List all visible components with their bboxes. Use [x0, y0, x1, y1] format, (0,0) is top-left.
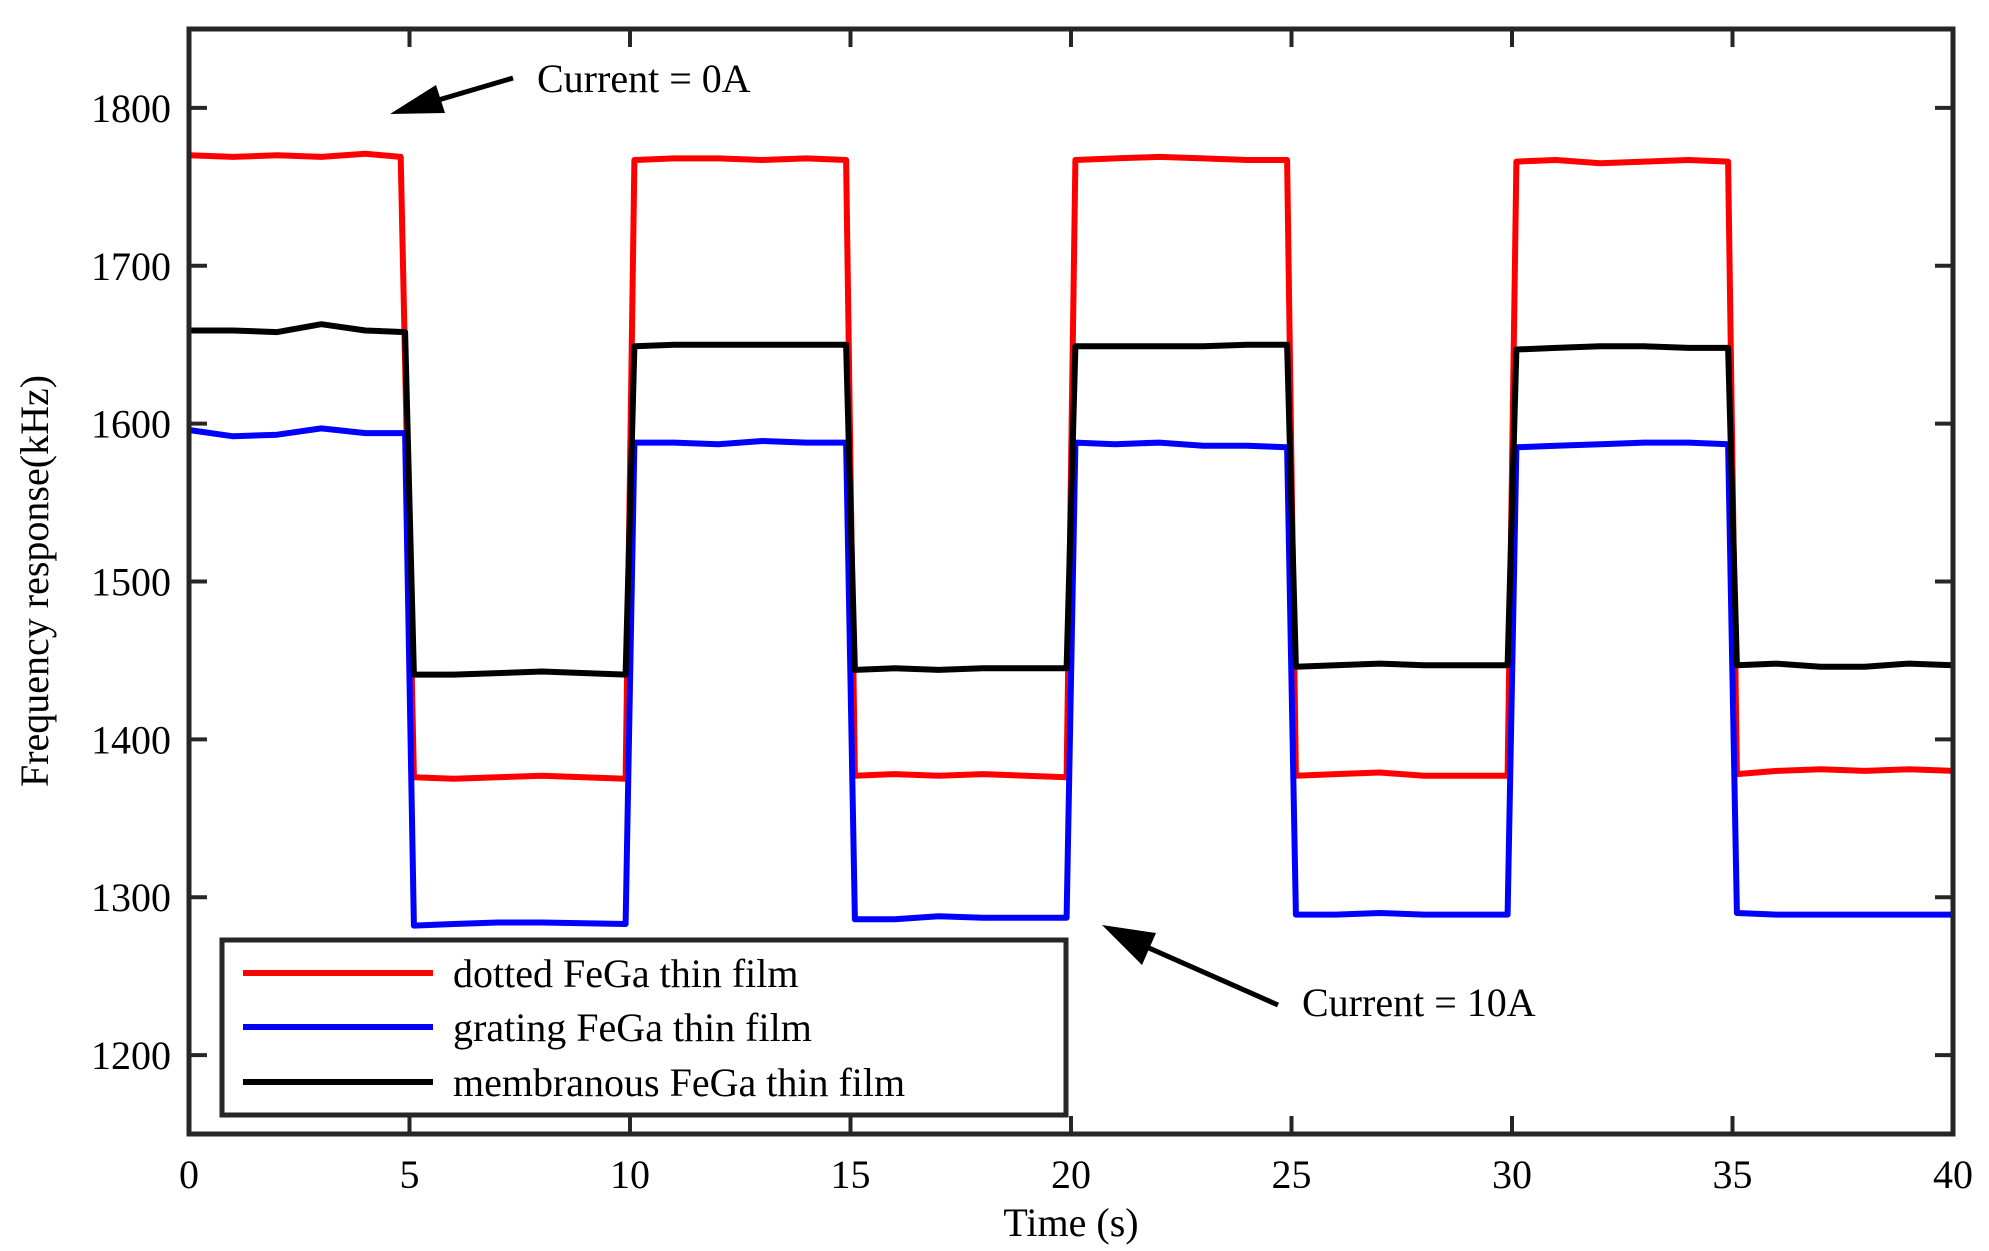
axis-ticks: [187, 29, 1955, 1134]
annotation-text-0a: Current = 0A: [537, 56, 751, 101]
x-tick-label: 0: [179, 1152, 199, 1197]
legend-label-membranous: membranous FeGa thin film: [453, 1060, 905, 1105]
y-tick-label: 1800: [91, 86, 171, 131]
y-tick-label: 1700: [91, 244, 171, 289]
plot-lines: [188, 150, 1954, 929]
annotation-arrow-10a-head: [1102, 925, 1156, 965]
x-tick-label: 30: [1492, 1152, 1532, 1197]
legend: dotted FeGa thin film grating FeGa thin …: [219, 937, 1069, 1118]
y-tick-label: 1500: [91, 560, 171, 605]
y-tick-label: 1600: [91, 402, 171, 447]
annotation-arrow-10a-shaft: [1131, 938, 1280, 1008]
annotation-arrow-0a-head: [390, 85, 445, 114]
y-axis-title: Frequency response(kHz): [12, 375, 57, 787]
x-tick-label: 35: [1713, 1152, 1753, 1197]
y-tick-label: 1300: [91, 875, 171, 920]
x-tick-label: 25: [1272, 1152, 1312, 1197]
axis-tick-labels: 0 5 10 15 20 25 30 35 40 1200 1300 1400 1500 1600 1700…: [91, 86, 1973, 1197]
legend-label-grating: grating FeGa thin film: [453, 1005, 812, 1050]
x-tick-label: 10: [610, 1152, 650, 1197]
x-tick-label: 15: [831, 1152, 871, 1197]
y-tick-label: 1200: [91, 1033, 171, 1078]
y-tick-label: 1400: [91, 717, 171, 762]
legend-label-dotted: dotted FeGa thin film: [453, 951, 799, 996]
x-axis-title: Time (s): [1003, 1200, 1138, 1245]
x-tick-label: 40: [1933, 1152, 1973, 1197]
annotation-current-0a: Current = 0A: [390, 56, 751, 114]
annotation-current-10a: Current = 10A: [1102, 925, 1536, 1025]
x-tick-label: 20: [1051, 1152, 1091, 1197]
annotation-text-10a: Current = 10A: [1302, 980, 1536, 1025]
series-line-dotted: [188, 150, 1954, 782]
x-tick-label: 5: [400, 1152, 420, 1197]
series-line-membranous: [189, 321, 1954, 678]
